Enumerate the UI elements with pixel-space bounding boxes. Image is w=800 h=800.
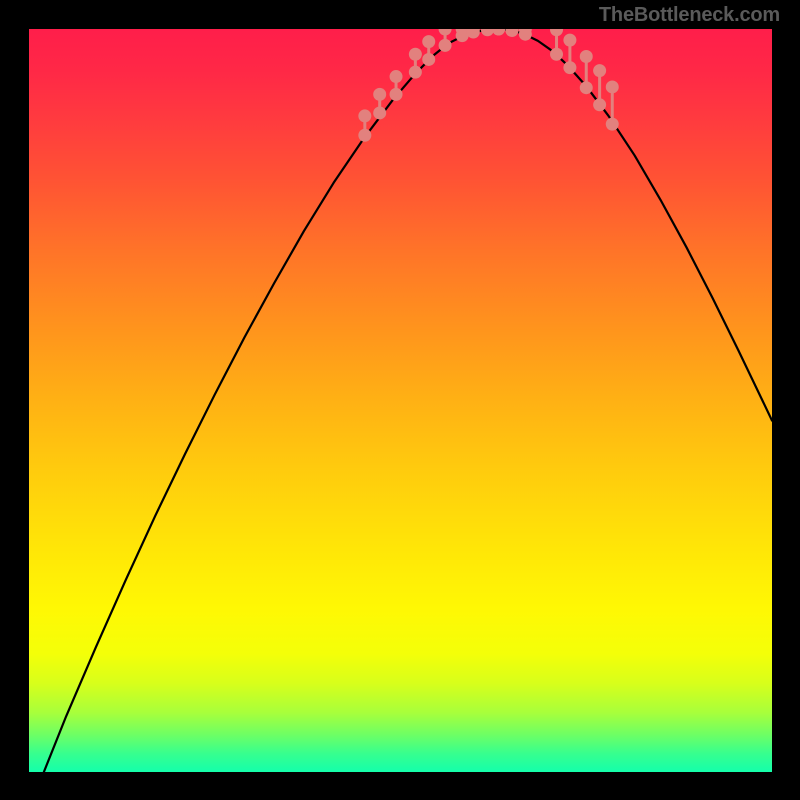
plot-area	[29, 29, 772, 772]
chart-canvas: TheBottleneck.com	[0, 0, 800, 800]
chart-svg	[29, 29, 772, 772]
watermark-label: TheBottleneck.com	[599, 4, 780, 27]
